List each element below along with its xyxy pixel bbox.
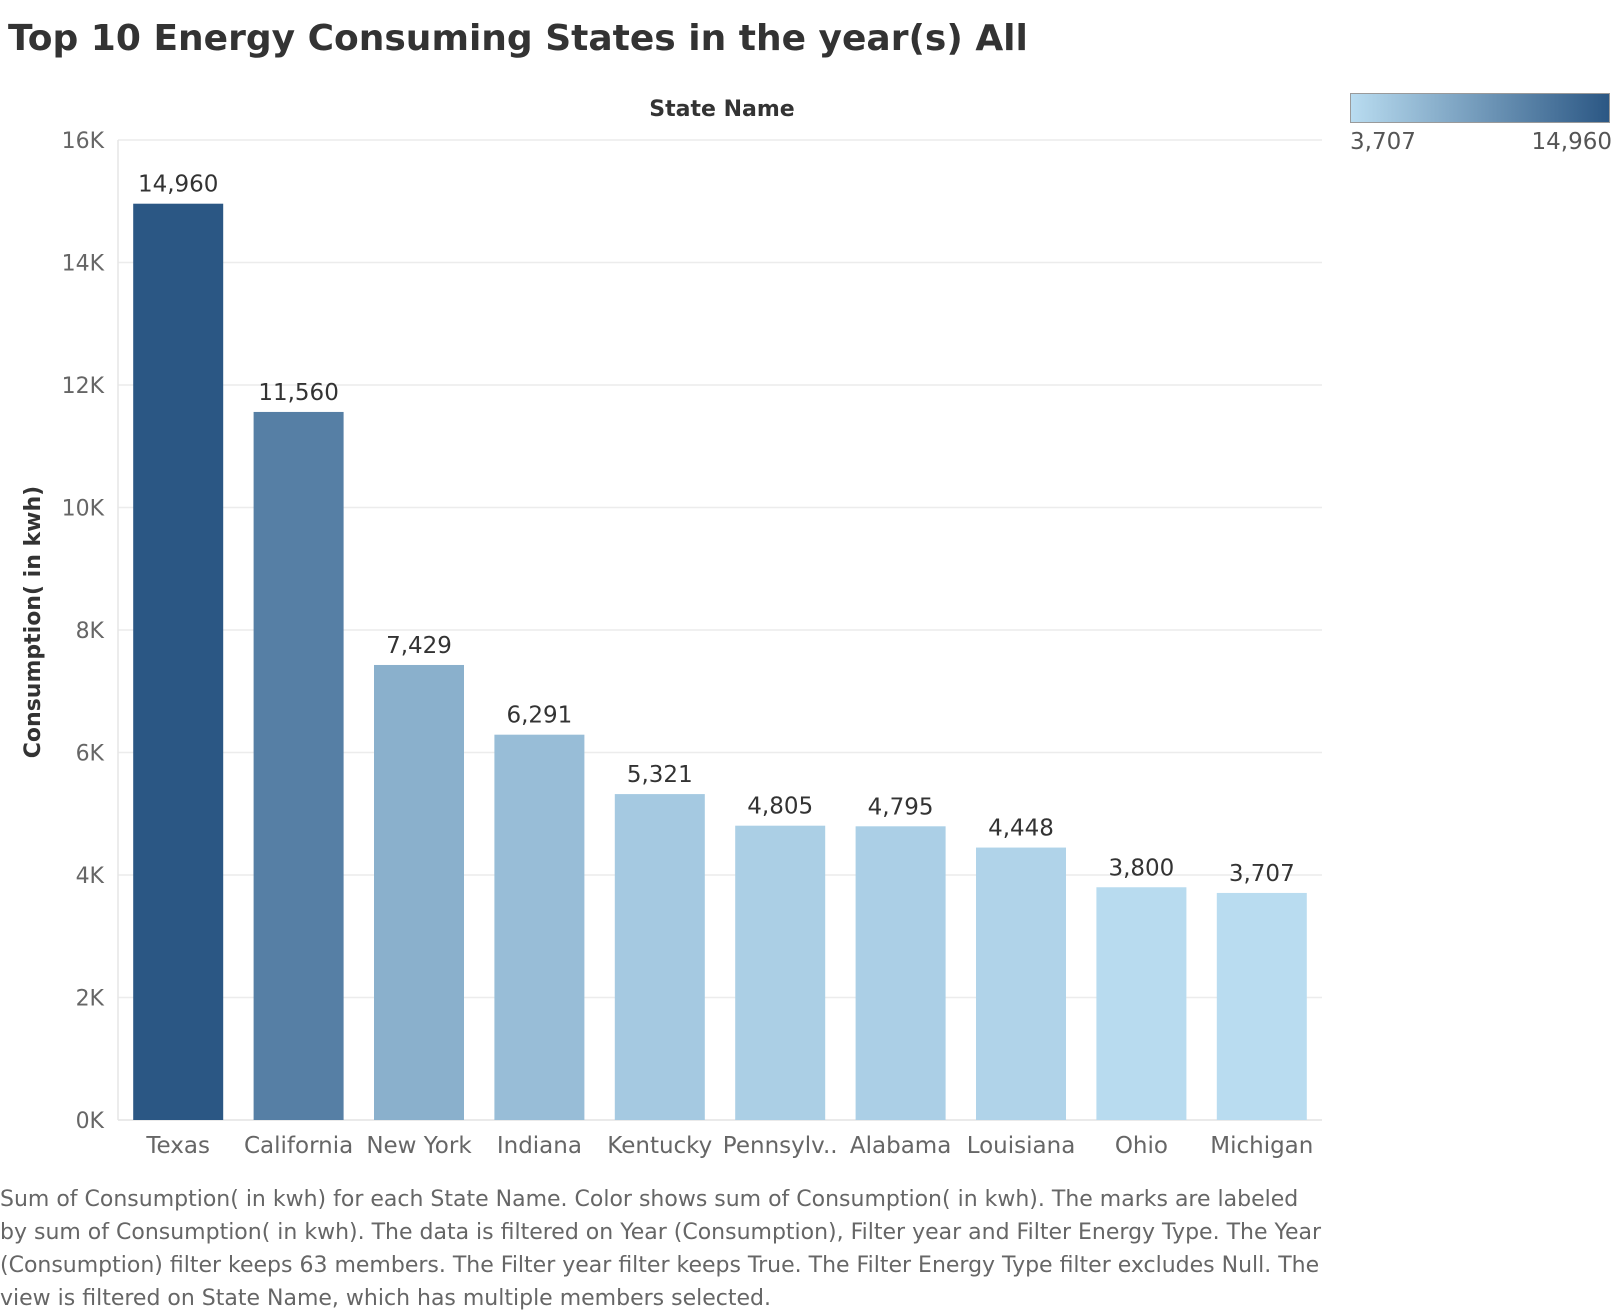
bar [976, 847, 1066, 1120]
y-tick-label: 16K [62, 129, 105, 154]
value-label: 4,805 [747, 794, 813, 820]
y-tick-label: 6K [76, 742, 105, 767]
bar [374, 664, 464, 1120]
x-tick-label: New York [366, 1133, 472, 1159]
x-tick-label: Michigan [1210, 1133, 1313, 1159]
value-label: 6,291 [506, 703, 572, 729]
x-tick-label: Indiana [497, 1133, 582, 1159]
value-labels: 14,960 11,560 7,429 6,291 5,321 4,805 4,795 4,4… [138, 172, 1295, 887]
x-tick-label: Kentucky [607, 1133, 712, 1159]
y-tick-label: 4K [76, 864, 105, 889]
bar [1216, 892, 1307, 1120]
caption-text: Sum of Consumption( in kwh) for each Sta… [0, 1187, 1322, 1311]
bar [614, 794, 705, 1120]
bar [735, 825, 826, 1120]
y-tick-label: 12K [62, 374, 105, 399]
y-tick-label: 8K [76, 619, 105, 644]
value-label: 3,800 [1108, 855, 1174, 881]
x-tick-label: California [244, 1133, 353, 1159]
bar-chart: 0K 2K 4K 6K 8K 10K 12K 14K 16K 14,960 11,560 7,429… [21, 97, 1322, 1159]
y-tick-label: 14K [62, 252, 105, 277]
legend-max-label: 14,960 [1531, 129, 1612, 155]
color-legend: 3,707 14,960 [1350, 93, 1612, 159]
x-axis-ticks: Texas California New York Indiana Kentucky Pe… [145, 1133, 1313, 1159]
chart-caption: Sum of Consumption( in kwh) for each Sta… [0, 1183, 1330, 1315]
value-label: 4,448 [988, 816, 1054, 842]
color-gradient-bar [1350, 93, 1610, 123]
bars [133, 203, 1307, 1120]
y-axis-label: Consumption( in kwh) [21, 486, 46, 758]
value-label: 11,560 [258, 380, 338, 406]
value-label: 14,960 [138, 172, 218, 198]
x-tick-label: Pennsylv.. [723, 1133, 838, 1159]
value-label: 3,707 [1229, 861, 1295, 887]
y-tick-label: 2K [76, 987, 105, 1012]
bar [1096, 887, 1187, 1120]
bar [855, 826, 946, 1120]
value-label: 7,429 [386, 633, 452, 659]
value-label: 4,795 [868, 794, 934, 820]
value-label: 5,321 [627, 762, 693, 788]
x-tick-label: Texas [145, 1133, 210, 1159]
chart-title: Top 10 Energy Consuming States in the ye… [8, 18, 1028, 59]
legend-min-label: 3,707 [1350, 129, 1416, 155]
bar [253, 411, 344, 1120]
bar [494, 734, 585, 1120]
bar [133, 203, 224, 1120]
x-tick-label: Ohio [1115, 1133, 1168, 1159]
y-tick-label: 10K [62, 497, 105, 522]
x-tick-label: Alabama [850, 1133, 951, 1159]
y-axis-ticks: 0K 2K 4K 6K 8K 10K 12K 14K 16K [62, 129, 105, 1134]
column-header: State Name [649, 97, 794, 122]
y-tick-label: 0K [76, 1109, 105, 1134]
x-tick-label: Louisiana [967, 1133, 1076, 1159]
